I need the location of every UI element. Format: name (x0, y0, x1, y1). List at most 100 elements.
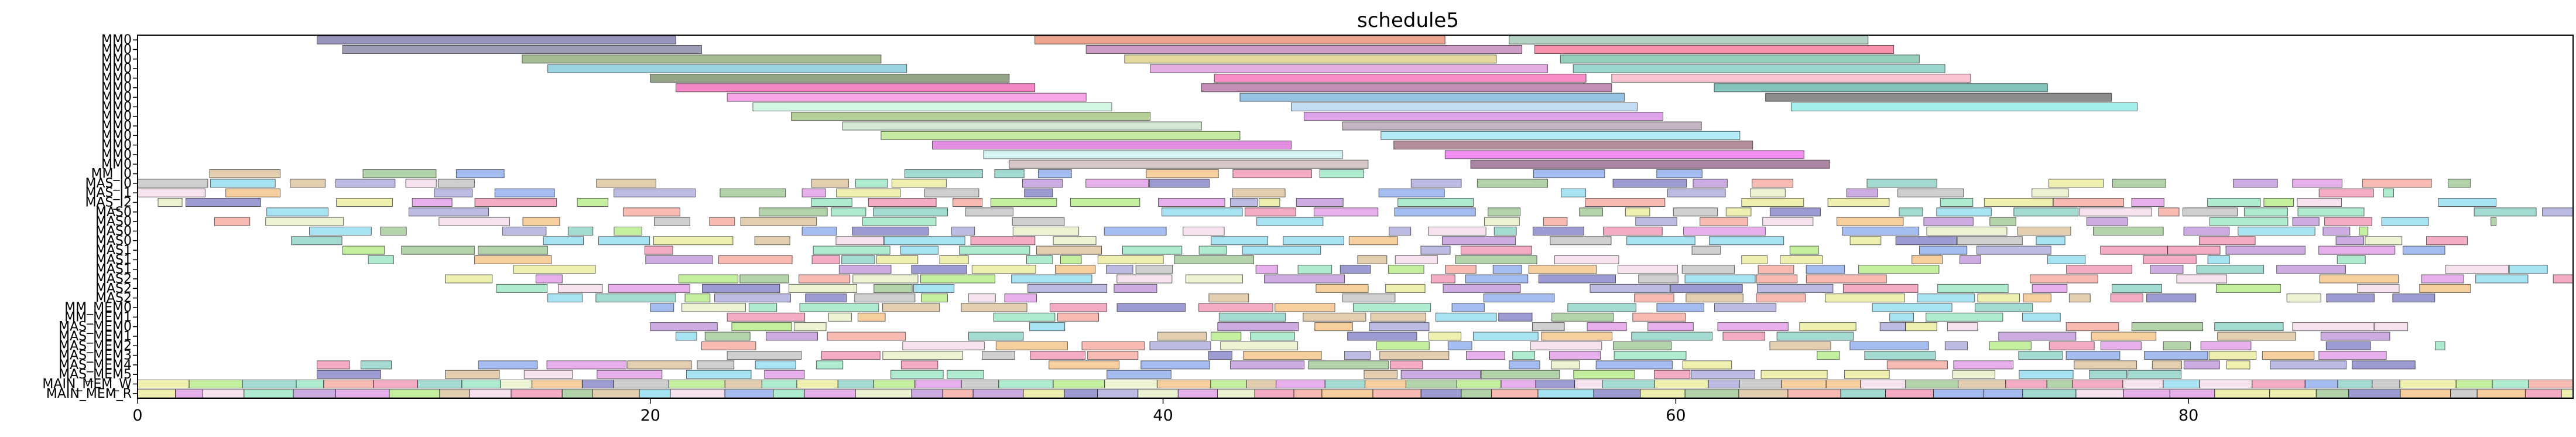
gantt-bar (335, 179, 396, 188)
gantt-bar (380, 226, 407, 235)
gantt-bar (1849, 341, 1929, 350)
gantt-bar (2238, 226, 2315, 235)
gantt-bar (1758, 265, 1794, 274)
gantt-bar (1528, 265, 1597, 274)
gantt-bar (991, 198, 1057, 207)
gantt-bar (1760, 370, 1828, 379)
gantt-bar (1157, 332, 1207, 341)
gantt-bar (1491, 389, 1539, 398)
gantt-bar (1631, 332, 1713, 341)
gantt-bar (2169, 389, 2215, 398)
gantt-bar (759, 207, 828, 217)
gantt-bar (137, 389, 176, 398)
gantt-bar (1535, 380, 1575, 389)
gantt-bar (1912, 255, 1943, 264)
gantt-bar (739, 274, 789, 284)
gantt-bar (1156, 380, 1211, 389)
gantt-bar (2017, 226, 2071, 235)
gantt-bar (1070, 198, 1140, 207)
gantt-bar (335, 389, 390, 398)
gantt-bar (1122, 245, 1183, 255)
gantt-bar (1738, 389, 1789, 398)
gantt-bar (1097, 389, 1139, 398)
gantt-bar (1344, 351, 1371, 360)
gantt-bar (2112, 179, 2166, 188)
gantt-bar (842, 121, 1202, 131)
gantt-bar (1364, 370, 1397, 379)
gantt-bar (598, 236, 650, 245)
gantt-bar (1381, 131, 1741, 140)
gantt-bar (1537, 389, 1594, 398)
gantt-bar (827, 332, 906, 341)
gantt-bar (2383, 188, 2394, 197)
gantt-bar (653, 236, 734, 245)
gantt-bar (1347, 332, 1417, 341)
gantt-bar (1385, 284, 1426, 293)
gantt-bar (838, 265, 892, 274)
gantt-bar (1217, 322, 1299, 332)
gantt-bar (727, 351, 802, 360)
gantt-bar (2198, 236, 2256, 245)
gantt-bar (581, 380, 614, 389)
gantt-bar (755, 360, 796, 370)
gantt-bar (754, 236, 790, 245)
gantt-bar (1461, 245, 1532, 255)
gantt-bar (175, 389, 204, 398)
gantt-bar (1174, 255, 1254, 264)
gantt-bar (920, 274, 996, 284)
gantt-bar (1937, 284, 2009, 293)
gantt-bar (951, 226, 975, 235)
gantt-bar (900, 360, 938, 370)
y-tick-label: MM0 (101, 90, 132, 105)
gantt-bar (1303, 312, 1366, 322)
gantt-bar (2325, 341, 2371, 350)
gantt-bar (1957, 236, 2023, 245)
gantt-bar (2013, 207, 2079, 217)
gantt-bar (290, 179, 326, 188)
gantt-bar (1138, 389, 1179, 398)
gantt-bar (1840, 389, 1886, 398)
gantt-bar (1709, 236, 1784, 245)
gantt-bar (474, 255, 552, 264)
gantt-bar (1208, 293, 1249, 303)
gantt-bar (434, 188, 473, 197)
y-tick-label: MAS_MEM5 (59, 367, 132, 382)
gantt-bar (1313, 207, 1379, 217)
gantt-bar (1319, 169, 1364, 179)
gantt-bar (2110, 293, 2143, 303)
gantt-bar (1441, 236, 1516, 245)
gantt-bar (401, 245, 475, 255)
gantt-bar (1919, 245, 1968, 255)
gantt-bar (2475, 274, 2529, 284)
y-tick-label: MAS_I0 (85, 176, 132, 191)
gantt-bar (731, 322, 792, 332)
gantt-bar (2561, 389, 2574, 398)
gantt-bar (972, 389, 1024, 398)
gantt-bar (2318, 188, 2374, 197)
gantt-bar (2337, 255, 2366, 264)
gantt-bar (684, 293, 711, 303)
gantt-bar (644, 245, 673, 255)
gantt-bar (1297, 265, 1332, 274)
gantt-bar (1714, 83, 2048, 93)
gantt-bar (1864, 351, 1936, 360)
gantt-bar (882, 351, 963, 360)
gantt-bar (1135, 265, 1173, 274)
gantt-bar (791, 112, 1151, 121)
gantt-bar (1725, 207, 1752, 217)
gantt-bar (500, 380, 533, 389)
gantt-bar (1218, 312, 1286, 322)
y-tick-label: MAS1 (95, 262, 132, 277)
gantt-bar (2183, 207, 2238, 217)
gantt-bar (748, 303, 777, 312)
gantt-bar (1842, 284, 1919, 293)
gantt-bar (1957, 380, 2006, 389)
gantt-bar (1012, 217, 1065, 226)
gantt-bar (1501, 380, 1536, 389)
gantt-bar (522, 54, 882, 64)
gantt-bar (309, 226, 372, 235)
gantt-bar (2217, 332, 2296, 341)
gantt-bar (1308, 360, 1389, 370)
y-tick-label: MAS0 (95, 205, 132, 220)
